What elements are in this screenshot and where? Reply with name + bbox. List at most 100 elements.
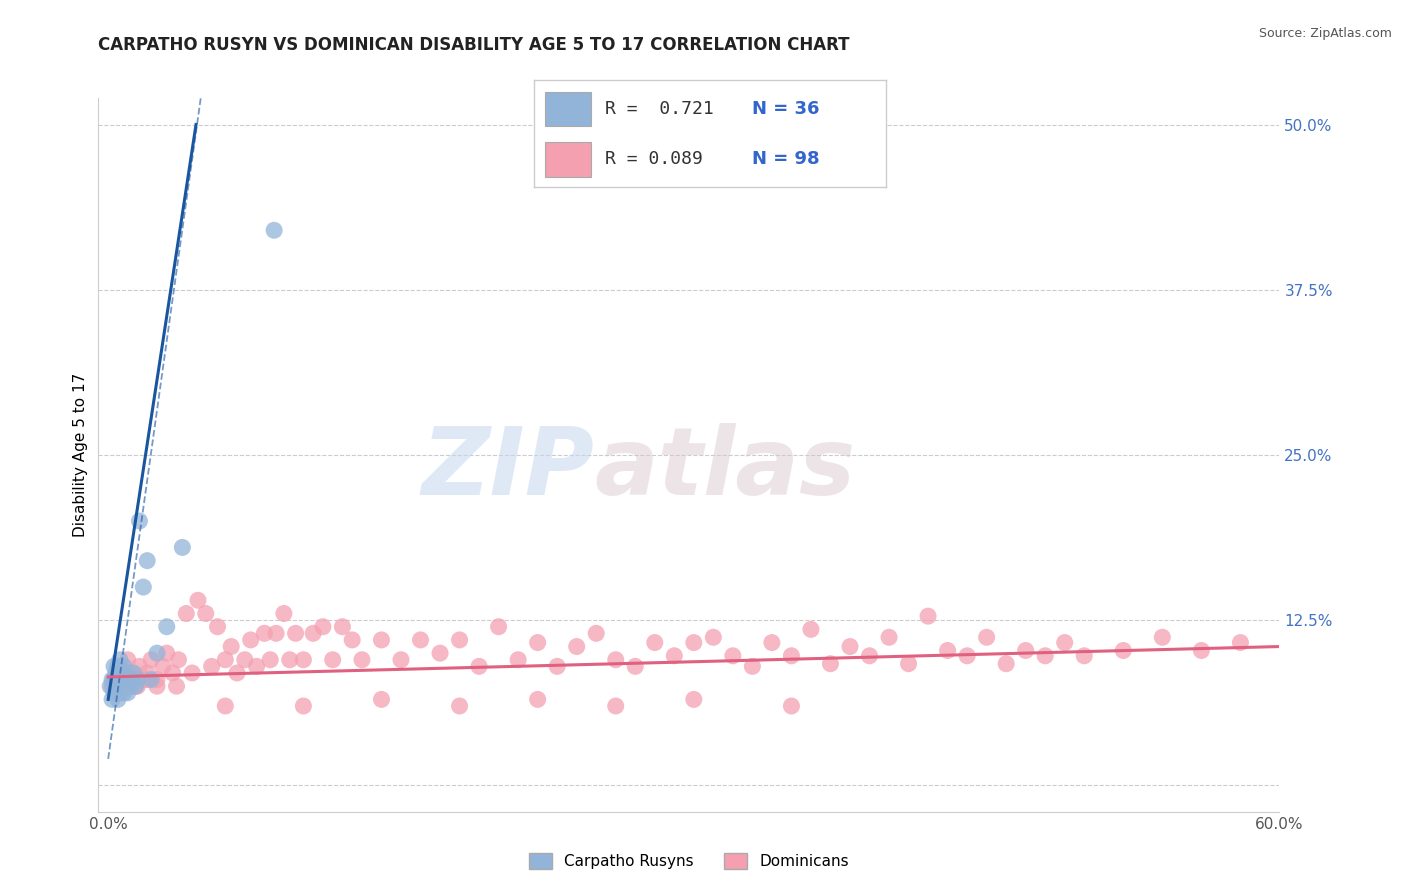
Point (219, 640, 242, 654)
Point (108, 686, 131, 700)
Point (322, 653, 344, 667)
Point (780, 648, 803, 663)
Point (101, 673, 124, 687)
Point (172, 541, 194, 555)
Point (111, 679, 134, 693)
Point (488, 620, 510, 634)
Point (839, 640, 862, 654)
Point (526, 692, 548, 706)
Point (108, 686, 131, 700)
Point (139, 653, 162, 667)
Point (429, 646, 451, 660)
Point (956, 648, 979, 663)
Point (858, 648, 880, 663)
Point (117, 686, 139, 700)
Point (253, 626, 276, 640)
Point (508, 653, 530, 667)
Point (370, 632, 392, 647)
Point (162, 665, 184, 680)
Point (114, 665, 136, 680)
Point (114, 679, 136, 693)
Point (389, 653, 412, 667)
Point (721, 648, 744, 663)
Point (1229, 635, 1251, 649)
Point (124, 679, 146, 693)
Point (107, 692, 129, 706)
Point (181, 665, 204, 680)
Point (117, 665, 139, 680)
Point (702, 630, 724, 644)
Point (108, 673, 131, 687)
FancyBboxPatch shape (544, 143, 591, 177)
Point (112, 686, 135, 700)
Point (104, 679, 127, 693)
Point (820, 657, 842, 671)
Point (111, 665, 134, 680)
Point (201, 659, 224, 673)
Point (226, 665, 249, 680)
Point (1112, 643, 1135, 657)
Text: N = 98: N = 98 (752, 151, 820, 169)
Point (682, 635, 704, 649)
Point (664, 648, 686, 663)
Point (1053, 635, 1076, 649)
Point (292, 698, 315, 713)
Point (897, 657, 920, 671)
Point (292, 653, 315, 667)
Y-axis label: Disability Age 5 to 17: Disability Age 5 to 17 (73, 373, 89, 537)
Point (128, 659, 150, 673)
Point (1152, 630, 1174, 644)
Point (207, 620, 229, 634)
Point (124, 679, 146, 693)
Point (409, 632, 432, 647)
Point (976, 630, 998, 644)
Point (132, 580, 155, 594)
Point (166, 679, 188, 693)
Point (136, 673, 159, 687)
Point (263, 223, 285, 237)
Point (526, 635, 548, 649)
Point (156, 646, 179, 660)
Point (741, 659, 763, 673)
Point (214, 653, 236, 667)
Point (112, 659, 135, 673)
Point (877, 630, 900, 644)
Point (98, 679, 121, 693)
Point (233, 653, 256, 667)
Text: ZIP: ZIP (422, 423, 595, 516)
Point (449, 698, 471, 713)
Point (108, 673, 131, 687)
Point (259, 653, 281, 667)
Point (101, 679, 124, 693)
Text: R =  0.721: R = 0.721 (605, 100, 713, 118)
Point (239, 632, 262, 647)
Point (780, 698, 803, 713)
Point (468, 659, 491, 673)
Point (245, 659, 267, 673)
Point (214, 698, 236, 713)
Point (107, 659, 129, 673)
Point (449, 632, 471, 647)
Point (312, 620, 335, 634)
Point (644, 635, 666, 649)
Point (103, 686, 125, 700)
Point (146, 673, 169, 687)
Point (174, 607, 197, 621)
Point (107, 679, 129, 693)
Point (546, 659, 568, 673)
Point (278, 653, 301, 667)
Text: Source: ZipAtlas.com: Source: ZipAtlas.com (1258, 27, 1392, 40)
Point (117, 653, 139, 667)
Point (139, 673, 162, 687)
Point (370, 692, 392, 706)
Point (136, 554, 159, 568)
Point (136, 665, 159, 680)
Point (302, 626, 325, 640)
Point (350, 653, 373, 667)
Point (118, 679, 141, 693)
Point (146, 646, 169, 660)
Point (128, 514, 150, 528)
Point (187, 593, 209, 607)
Point (605, 653, 627, 667)
Point (104, 673, 127, 687)
